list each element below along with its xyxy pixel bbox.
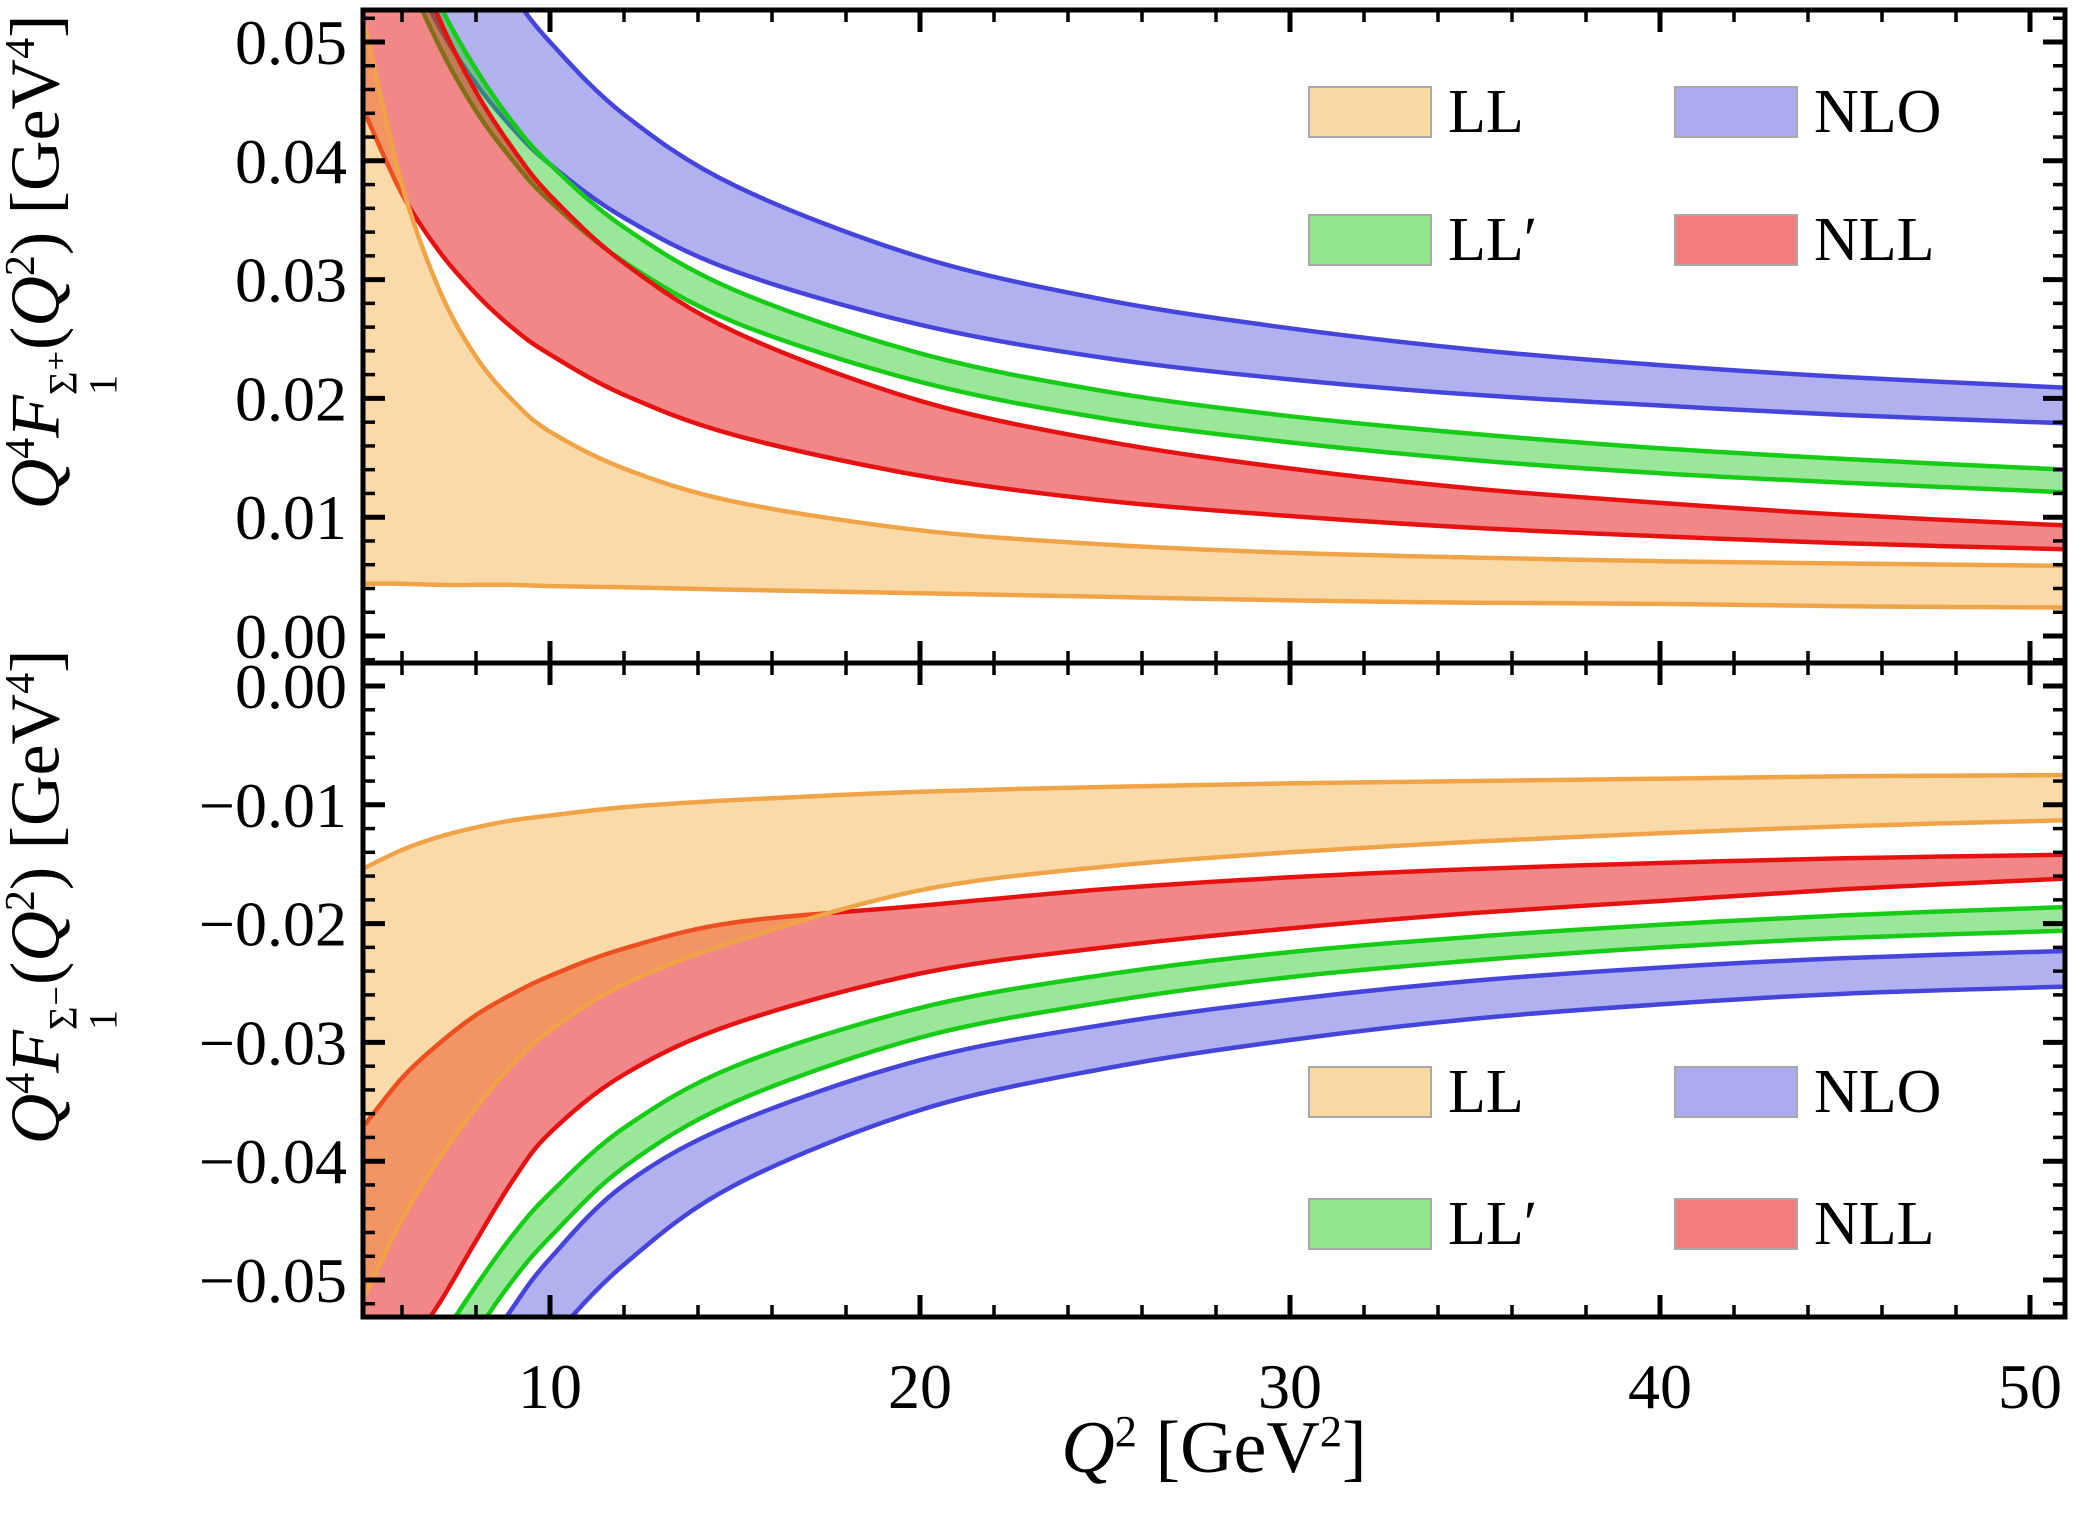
- y-tick-label: −0.03: [199, 1007, 347, 1078]
- sup-sub-stack: Σ⁺ 1: [40, 350, 126, 396]
- legend-swatch-LL-top: [1308, 86, 1432, 138]
- legend-swatch-LL-bottom: [1308, 1066, 1432, 1118]
- y-tick-label: −0.01: [199, 770, 347, 841]
- sup-sub-stack: Σ⁻ 1: [40, 985, 126, 1031]
- band-fill-LL′-top: [422, 10, 2065, 493]
- legend-label-LL-bottom: LL: [1448, 1058, 1524, 1126]
- bands-bottom-panel: [363, 772, 2065, 1317]
- band-lower-edge-LL′-bottom: [483, 928, 2065, 1317]
- x-tick-label: 50: [1998, 1351, 2062, 1422]
- band-lower-edge-NLL-bottom: [427, 876, 2065, 1317]
- band-upper-edge-LL-top: [363, 24, 2065, 569]
- y-tick-label: −0.02: [199, 889, 347, 960]
- legend-swatch-NLO-top: [1674, 86, 1798, 138]
- band-fill-NLL-top: [365, 10, 2065, 550]
- band-upper-edge-LL′-top: [439, 10, 2065, 472]
- bands-top-panel: [363, 10, 2065, 610]
- band-fill-LL-top: [365, 25, 2065, 608]
- x-tick-label: 20: [888, 1351, 952, 1422]
- y-axis-label-bottom-panel: Q4F Σ⁻ 1 (Q2) [GeV4]: [0, 649, 126, 1145]
- legend-label-NLL-top: NLL: [1814, 206, 1935, 274]
- legend-label-LL′-top: LL′: [1448, 206, 1538, 274]
- y-tick-label: −0.04: [199, 1126, 347, 1197]
- x-tick-label: 40: [1628, 1351, 1692, 1422]
- band-upper-edge-LL-bottom: [364, 772, 2065, 870]
- y-tick-label: 0.01: [235, 482, 347, 553]
- legend-label-LL′-bottom: LL′: [1448, 1190, 1538, 1258]
- band-upper-edge-NLL-top: [433, 10, 2065, 528]
- legend-label-LL-top: LL: [1448, 78, 1524, 146]
- x-tick-label: 30: [1258, 1351, 1322, 1422]
- y-axis-label-top-panel: Q4F Σ⁺ 1 (Q2) [GeV4]: [0, 14, 126, 510]
- legend-swatch-LL′-top: [1308, 214, 1432, 266]
- band-lower-edge-NLL-top: [363, 112, 2065, 552]
- x-tick-label: 10: [518, 1351, 582, 1422]
- legend-swatch-NLO-bottom: [1674, 1066, 1798, 1118]
- y-tick-label: 0.00: [235, 601, 347, 672]
- band-upper-edge-NLO-bottom: [503, 948, 2065, 1317]
- legend-label-NLO-bottom: NLO: [1814, 1058, 1942, 1126]
- band-fill-NLL-bottom: [365, 854, 2065, 1317]
- legend-swatch-LL′-bottom: [1308, 1198, 1432, 1250]
- band-upper-edge-NLO-top: [521, 10, 2065, 390]
- legend-label-NLO-top: NLO: [1814, 78, 1942, 146]
- y-tick-label: 0.03: [235, 245, 347, 316]
- y-tick-label: 0.02: [235, 363, 347, 434]
- legend-label-NLL-bottom: NLL: [1814, 1190, 1935, 1258]
- x-axis-label: Q2 [GeV2]: [1061, 1406, 1367, 1489]
- band-fill-LL-bottom: [365, 775, 2065, 1296]
- ticks: [363, 10, 2065, 1317]
- plot-frame-bottom: [360, 660, 2068, 1320]
- band-upper-edge-LL′-bottom: [452, 904, 2065, 1317]
- y-tick-label: 0.05: [235, 7, 347, 78]
- y-tick-label: 0.00: [235, 651, 347, 722]
- band-lower-edge-LL-top: [364, 581, 2065, 610]
- legend-swatch-NLL-top: [1674, 214, 1798, 266]
- band-lower-edge-LL-bottom: [363, 818, 2065, 1297]
- y-tick-label: −0.05: [199, 1245, 347, 1316]
- band-upper-edge-NLL-bottom: [363, 852, 2065, 1126]
- band-fill-NLO-bottom: [506, 950, 2065, 1317]
- legend-swatch-NLL-bottom: [1674, 1198, 1798, 1250]
- band-lower-edge-NLO-bottom: [568, 984, 2065, 1317]
- y-tick-label: 0.04: [235, 126, 347, 197]
